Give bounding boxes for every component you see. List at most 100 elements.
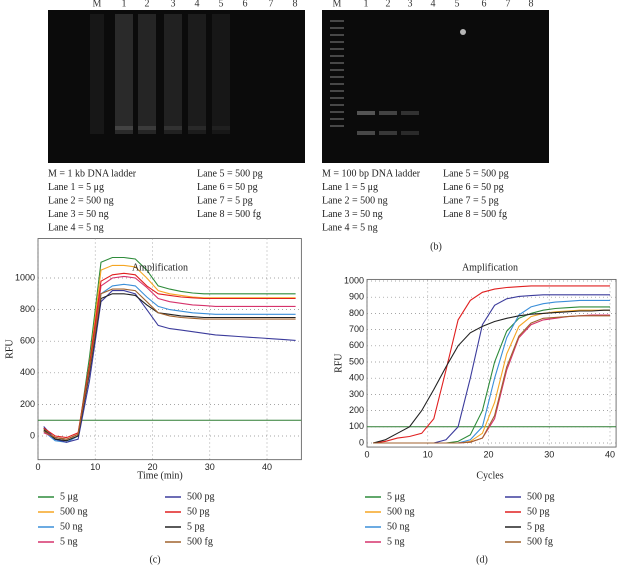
y-tick-label: 800 (349, 308, 364, 318)
gel-legend-entry: Lane 6 = 50 pg (443, 182, 504, 193)
lane-label: 7 (269, 0, 274, 9)
y-axis-label: RFU (333, 353, 344, 373)
gel-smear (115, 14, 133, 134)
y-tick-label: 600 (20, 336, 35, 346)
ladder-band (330, 76, 344, 78)
series-line (43, 256, 296, 442)
gel-band (401, 111, 419, 115)
y-tick-label: 1000 (344, 275, 364, 285)
ladder-band (330, 48, 344, 50)
gel-band (138, 126, 156, 130)
caption: (d) (476, 554, 488, 565)
lane-label: 5 (219, 0, 224, 9)
ladder-band (330, 125, 344, 127)
series-line (43, 272, 296, 439)
gel-band (164, 126, 182, 130)
lane-label: 8 (293, 0, 298, 9)
ladder-band (330, 34, 344, 36)
legend-label: 500 pg (527, 491, 555, 502)
x-tick-label: 30 (205, 462, 215, 472)
gel-band (357, 111, 375, 115)
gel-band (212, 126, 230, 130)
gel-band (379, 131, 397, 135)
ladder-band (330, 83, 344, 85)
lane-label: 1 (364, 0, 369, 9)
legend-label: 500 fg (527, 536, 553, 547)
x-tick-label: 10 (90, 462, 100, 472)
ladder-band (330, 111, 344, 113)
y-tick-label: 0 (359, 437, 364, 447)
gel-legend-entry: Lane 7 = 5 pg (443, 195, 499, 206)
legend-label: 50 pg (527, 506, 550, 517)
x-tick-label: 40 (262, 462, 272, 472)
legend-label: 5 μg (387, 491, 405, 502)
gel-band (188, 126, 206, 130)
legend-label: 500 ng (60, 506, 88, 517)
ladder-band (330, 41, 344, 43)
x-tick-label: 10 (423, 449, 433, 459)
x-tick-label: 0 (35, 462, 40, 472)
legend-label: 5 ng (60, 536, 78, 547)
legend-label: 500 pg (187, 491, 215, 502)
series-line (43, 290, 296, 443)
lane-label: 3 (408, 0, 413, 9)
y-tick-label: 500 (349, 356, 364, 366)
gel-legend-entry: Lane 8 = 500 fg (197, 209, 261, 220)
gel-legend-entry: M = 100 bp DNA ladder (322, 168, 421, 179)
series-line (373, 315, 610, 444)
legend-label: 50 pg (187, 506, 210, 517)
gel-image (322, 10, 549, 163)
lane-label: 6 (482, 0, 487, 9)
gel-smear (138, 14, 156, 134)
gel-legend-entry: Lane 5 = 500 pg (443, 168, 509, 179)
chart-title: Amplification (462, 262, 518, 273)
lane-label: 2 (386, 0, 391, 9)
y-tick-label: 400 (20, 367, 35, 377)
x-tick-label: 0 (364, 449, 369, 459)
x-tick-label: 20 (483, 449, 493, 459)
gel-legend-entry: Lane 3 = 50 ng (322, 209, 383, 220)
x-axis-label: Cycles (476, 470, 503, 481)
gel-legend-entry: Lane 1 = 5 μg (48, 182, 104, 193)
lane-label: 3 (171, 0, 176, 9)
ladder-band (330, 97, 344, 99)
y-tick-label: 600 (349, 340, 364, 350)
legend-label: 50 ng (387, 521, 410, 532)
legend-label: 500 ng (387, 506, 415, 517)
gel-smear (164, 14, 182, 134)
ladder-band (330, 69, 344, 71)
lane-label: 1 (122, 0, 127, 9)
gel-legend-entry: Lane 4 = 5 ng (48, 222, 104, 233)
legend-label: 500 fg (187, 536, 213, 547)
gel-legend-entry: Lane 8 = 500 fg (443, 209, 507, 220)
caption: (b) (430, 241, 442, 252)
legend-label: 5 ng (387, 536, 405, 547)
gel-legend-entry: Lane 7 = 5 pg (197, 195, 253, 206)
y-tick-label: 700 (349, 324, 364, 334)
gel-legend-entry: Lane 1 = 5 μg (322, 182, 378, 193)
lane-label: 4 (195, 0, 200, 9)
series-line (43, 288, 296, 440)
lane-label: 8 (529, 0, 534, 9)
ladder-band (330, 90, 344, 92)
lane-label: 2 (145, 0, 150, 9)
x-axis-label: Time (min) (137, 470, 182, 481)
gel-spot (460, 29, 466, 35)
y-tick-label: 900 (349, 292, 364, 302)
lane-label: M (93, 0, 102, 9)
gel-legend-entry: Lane 5 = 500 pg (197, 168, 263, 179)
gel-band (401, 131, 419, 135)
lane-label: 4 (431, 0, 436, 9)
gel-band (379, 111, 397, 115)
series-line (372, 309, 610, 444)
legend-label: 50 ng (60, 521, 83, 532)
y-tick-label: 400 (349, 373, 364, 383)
gel-legend-entry: Lane 6 = 50 pg (197, 182, 258, 193)
gel-legend-entry: Lane 4 = 5 ng (322, 222, 378, 233)
x-tick-label: 40 (605, 449, 615, 459)
y-tick-label: 300 (349, 389, 364, 399)
x-tick-label: 30 (544, 449, 554, 459)
series-line (373, 285, 610, 444)
ladder-band (330, 27, 344, 29)
